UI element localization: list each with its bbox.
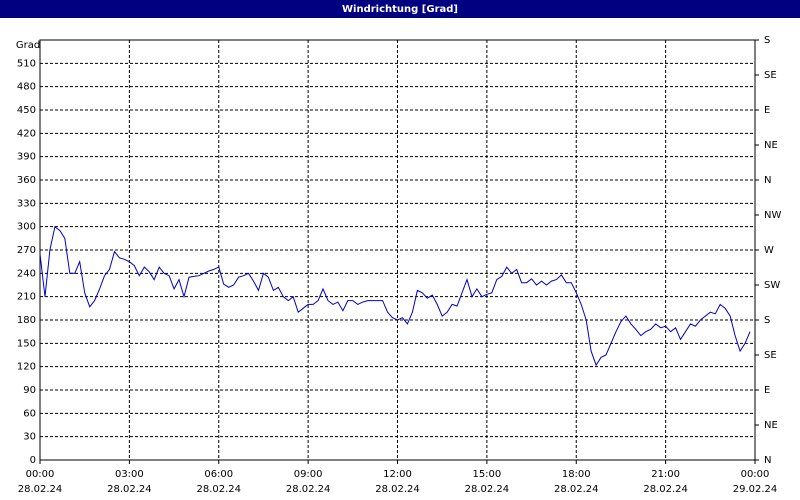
x-tick-date: 28.02.24	[643, 484, 688, 495]
x-tick-date: 28.02.24	[375, 484, 420, 495]
y-tick-label: 210	[17, 292, 36, 303]
x-tick-date: 28.02.24	[107, 484, 152, 495]
y2-tick-label: SE	[764, 350, 777, 361]
y-tick-label: 60	[23, 408, 36, 419]
y2-tick-label: N	[764, 455, 771, 466]
x-tick-label: 12:00	[383, 469, 412, 480]
x-tick-date: 29.02.24	[733, 484, 778, 495]
y2-tick-label: SE	[764, 70, 777, 81]
y2-tick-label: NE	[764, 420, 778, 431]
title-bar	[0, 0, 800, 18]
y-tick-label: 390	[17, 152, 36, 163]
y-tick-label: 300	[17, 222, 36, 233]
x-tick-label: 00:00	[26, 469, 55, 480]
y-tick-label: 90	[23, 385, 36, 396]
x-tick-date: 28.02.24	[18, 484, 63, 495]
x-tick-date: 28.02.24	[196, 484, 241, 495]
y2-tick-label: N	[764, 175, 771, 186]
y-tick-label: 270	[17, 245, 36, 256]
y-tick-label: 240	[17, 268, 36, 279]
y2-tick-label: W	[764, 245, 774, 256]
y2-tick-label: S	[764, 35, 770, 46]
x-tick-label: 09:00	[294, 469, 323, 480]
x-tick-date: 28.02.24	[465, 484, 510, 495]
y-tick-label: 480	[17, 82, 36, 93]
y2-tick-label: E	[764, 105, 770, 116]
y-tick-label: 30	[23, 432, 36, 443]
x-tick-date: 28.02.24	[554, 484, 599, 495]
y2-tick-label: SW	[764, 280, 780, 291]
x-tick-label: 21:00	[651, 469, 680, 480]
y-tick-label: 150	[17, 338, 36, 349]
line-series	[39, 225, 751, 367]
y-tick-label: 0	[30, 455, 36, 466]
x-tick-label: 03:00	[115, 469, 144, 480]
y2-tick-label: NW	[764, 210, 781, 221]
y-tick-label: 450	[17, 105, 36, 116]
plot-border	[39, 39, 756, 461]
y2-tick-label: S	[764, 315, 770, 326]
y-tick-label: 120	[17, 362, 36, 373]
y-tick-label: 360	[17, 175, 36, 186]
x-tick-label: 00:00	[741, 469, 770, 480]
y2-tick-label: NE	[764, 140, 778, 151]
y-axis-label: Grad	[16, 40, 40, 51]
y-tick-label: 180	[17, 315, 36, 326]
y-tick-label: 420	[17, 128, 36, 139]
chart-title: Windrichtung [Grad]	[342, 4, 458, 15]
x-tick-date: 28.02.24	[286, 484, 331, 495]
x-tick-label: 18:00	[562, 469, 591, 480]
x-tick-label: 15:00	[472, 469, 501, 480]
y-tick-label: 510	[17, 58, 36, 69]
y2-tick-label: E	[764, 385, 770, 396]
x-tick-label: 06:00	[204, 469, 233, 480]
y-tick-label: 330	[17, 198, 36, 209]
